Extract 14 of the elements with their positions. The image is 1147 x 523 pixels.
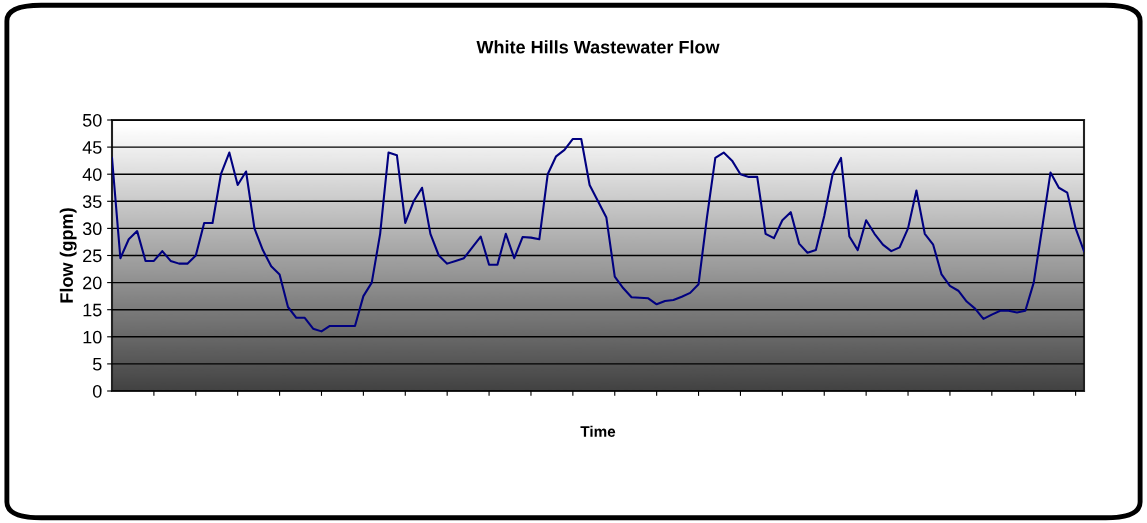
- y-tick-label: 20: [83, 276, 102, 290]
- y-tick-label: 30: [82, 222, 102, 236]
- y-tick-label: 5: [92, 358, 102, 371]
- y-tick-label: 45: [82, 141, 102, 154]
- y-tick-label: 50: [82, 113, 102, 127]
- y-tick-label: 0: [92, 384, 102, 398]
- y-axis-title: Flow (gpm): [59, 208, 77, 303]
- x-axis-title: Time: [580, 425, 616, 437]
- y-tick-label: 40: [82, 168, 102, 181]
- y-tick-label: 10: [83, 330, 102, 344]
- chart-title: White Hills Wastewater Flow: [476, 40, 720, 54]
- y-tick-label: 15: [83, 303, 102, 317]
- y-tick-label: 25: [83, 249, 102, 263]
- y-tick-label: 35: [82, 195, 102, 209]
